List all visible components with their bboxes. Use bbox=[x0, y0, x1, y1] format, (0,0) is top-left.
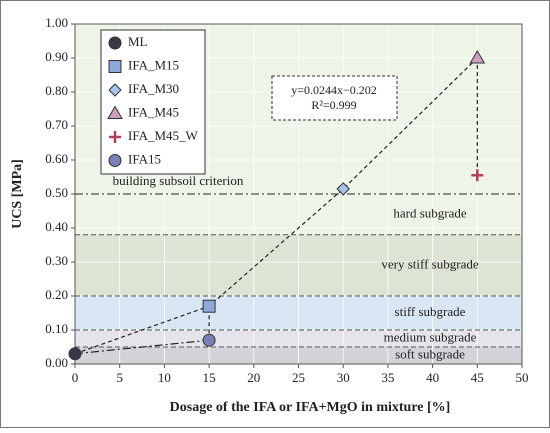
legend-marker bbox=[108, 154, 122, 167]
legend-label: IFA_M45 bbox=[128, 104, 179, 119]
x-tick-label: 5 bbox=[116, 370, 123, 385]
band-label: hard subgrade bbox=[393, 205, 467, 220]
x-tick-label: 35 bbox=[381, 370, 394, 385]
legend-label: IFA_M45_W bbox=[128, 128, 199, 143]
legend-marker bbox=[107, 105, 123, 119]
y-tick-label: 0.50 bbox=[45, 185, 68, 200]
legend-label: IFA_M30 bbox=[128, 81, 179, 96]
band-label: soft subgrade bbox=[395, 346, 465, 361]
x-tick-label: 40 bbox=[426, 370, 439, 385]
legend-marker bbox=[109, 131, 121, 143]
y-tick-label: 0.10 bbox=[45, 321, 68, 336]
y-tick-label: 0.20 bbox=[45, 287, 68, 302]
fit-line bbox=[74, 57, 478, 355]
marker bbox=[68, 347, 82, 361]
y-tick-label: 0.60 bbox=[45, 151, 68, 166]
y-tick-label: 0.00 bbox=[45, 355, 68, 370]
legend-marker bbox=[108, 60, 122, 73]
legend-marker bbox=[108, 83, 122, 97]
legend-label: ML bbox=[128, 34, 148, 49]
band-label: stiff subgrade bbox=[395, 304, 466, 319]
marker bbox=[202, 333, 216, 347]
equation-text: R²=0.999 bbox=[311, 98, 356, 112]
x-tick-label: 20 bbox=[247, 370, 260, 385]
x-tick-label: 30 bbox=[337, 370, 350, 385]
marker bbox=[336, 182, 350, 196]
legend-label: IFA_M15 bbox=[128, 57, 179, 72]
y-tick-label: 0.70 bbox=[45, 117, 68, 132]
marker bbox=[469, 50, 486, 64]
equation-box bbox=[271, 75, 398, 121]
x-tick-label: 15 bbox=[203, 370, 216, 385]
legend-label: IFA15 bbox=[128, 151, 161, 166]
x-tick-label: 50 bbox=[516, 370, 529, 385]
y-tick-label: 0.90 bbox=[45, 49, 68, 64]
x-tick-label: 25 bbox=[292, 370, 305, 385]
legend-box bbox=[100, 29, 206, 175]
y-tick-label: 0.40 bbox=[45, 219, 68, 234]
ifa-line bbox=[74, 339, 210, 355]
marker bbox=[471, 169, 484, 182]
legend-marker bbox=[108, 36, 122, 50]
y-tick-label: 1.00 bbox=[45, 15, 68, 30]
x-axis-label: Dosage of the IFA or IFA+MgO in mixture … bbox=[170, 400, 451, 415]
x-tick-label: 0 bbox=[72, 370, 79, 385]
y-axis-label: UCS [MPa] bbox=[10, 159, 25, 229]
criterion-label: building subsoil criterion bbox=[113, 173, 244, 188]
equation-text: y=0.0244x−0.202 bbox=[291, 83, 377, 97]
x-tick-label: 10 bbox=[158, 370, 171, 385]
x-tick-label: 45 bbox=[471, 370, 484, 385]
band-label: very stiff subgrade bbox=[381, 256, 478, 271]
band-label: medium subgrade bbox=[384, 329, 477, 344]
marker bbox=[202, 299, 216, 313]
y-tick-label: 0.30 bbox=[45, 253, 68, 268]
y-tick-label: 0.80 bbox=[45, 83, 68, 98]
